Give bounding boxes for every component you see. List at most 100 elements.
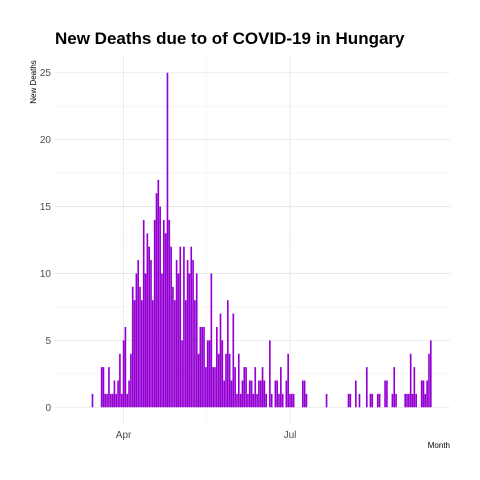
bar xyxy=(292,393,295,408)
y-tick-label: 10 xyxy=(40,269,52,280)
bar xyxy=(106,393,108,408)
y-tick-label: 20 xyxy=(40,135,52,146)
bar xyxy=(376,393,379,408)
bar xyxy=(426,380,428,408)
bar xyxy=(265,393,268,408)
bar xyxy=(420,380,423,408)
bar xyxy=(349,393,352,408)
bar xyxy=(120,393,123,408)
bar xyxy=(214,367,216,408)
bar xyxy=(190,246,193,408)
bar xyxy=(141,300,143,408)
bar xyxy=(252,393,255,408)
bar xyxy=(225,353,227,408)
bar xyxy=(269,340,271,408)
y-tick-label: 0 xyxy=(45,403,51,414)
bar xyxy=(170,246,172,408)
bar xyxy=(199,326,202,408)
bar xyxy=(146,233,149,408)
bar xyxy=(226,300,229,408)
bar xyxy=(285,380,288,408)
bar xyxy=(354,380,357,408)
bar xyxy=(250,380,253,408)
bar xyxy=(173,300,176,408)
bar xyxy=(290,393,293,408)
bar xyxy=(203,326,205,408)
bar xyxy=(232,313,235,408)
bar xyxy=(248,380,251,408)
bar xyxy=(175,260,178,408)
bar xyxy=(223,380,225,408)
bar xyxy=(256,393,258,408)
bar xyxy=(289,393,291,408)
bar xyxy=(135,273,138,408)
bar xyxy=(303,380,306,408)
bar xyxy=(254,367,257,408)
bar xyxy=(108,367,110,408)
bar xyxy=(369,393,372,408)
bar xyxy=(241,380,244,408)
bar xyxy=(205,367,207,408)
bar xyxy=(188,273,191,408)
bar xyxy=(137,260,140,408)
x-axis-title: Month xyxy=(428,441,450,450)
bar xyxy=(406,393,408,408)
chart-title: New Deaths due to of COVID-19 in Hungary xyxy=(55,29,405,48)
bar xyxy=(415,393,417,408)
bar xyxy=(184,300,187,408)
y-axis-title: New Deaths xyxy=(29,60,38,104)
bar xyxy=(429,340,432,408)
bar xyxy=(347,393,350,408)
bar xyxy=(128,380,130,408)
bar xyxy=(102,367,105,408)
bar xyxy=(164,233,167,408)
bar xyxy=(150,260,152,408)
bar xyxy=(139,286,141,408)
bar xyxy=(274,380,277,408)
bar xyxy=(115,393,118,408)
bar xyxy=(408,393,410,408)
y-tick-label: 25 xyxy=(40,68,52,79)
bar xyxy=(411,393,414,408)
bar xyxy=(386,380,388,408)
bar xyxy=(378,393,381,408)
bar xyxy=(104,393,107,408)
bar xyxy=(276,380,279,408)
bar xyxy=(243,367,246,408)
bar xyxy=(195,273,198,408)
bar xyxy=(159,206,161,408)
bar xyxy=(393,367,396,408)
x-tick-label: Jul xyxy=(284,430,297,441)
bar xyxy=(130,353,132,408)
bar xyxy=(237,353,240,408)
bar xyxy=(186,260,189,408)
bar xyxy=(161,273,163,408)
bar xyxy=(109,393,112,408)
bar xyxy=(263,380,266,408)
bar xyxy=(280,367,282,408)
bar xyxy=(122,340,125,408)
bar xyxy=(424,393,427,408)
x-tick-label: Apr xyxy=(116,430,132,441)
bar xyxy=(234,367,236,408)
bar xyxy=(162,219,165,408)
bar xyxy=(365,367,368,408)
bar xyxy=(261,367,264,408)
bar xyxy=(278,393,280,408)
bar xyxy=(131,286,134,408)
bar xyxy=(117,380,119,408)
bar xyxy=(258,380,260,408)
bar xyxy=(239,393,242,408)
bar xyxy=(212,367,215,408)
bar xyxy=(208,340,211,408)
bar xyxy=(395,393,397,408)
bar xyxy=(194,300,196,408)
bar xyxy=(230,380,233,408)
bar xyxy=(144,273,147,408)
bar xyxy=(301,380,304,408)
bar xyxy=(221,340,224,408)
bar xyxy=(124,326,127,408)
bar xyxy=(219,313,222,408)
bar xyxy=(287,353,289,408)
